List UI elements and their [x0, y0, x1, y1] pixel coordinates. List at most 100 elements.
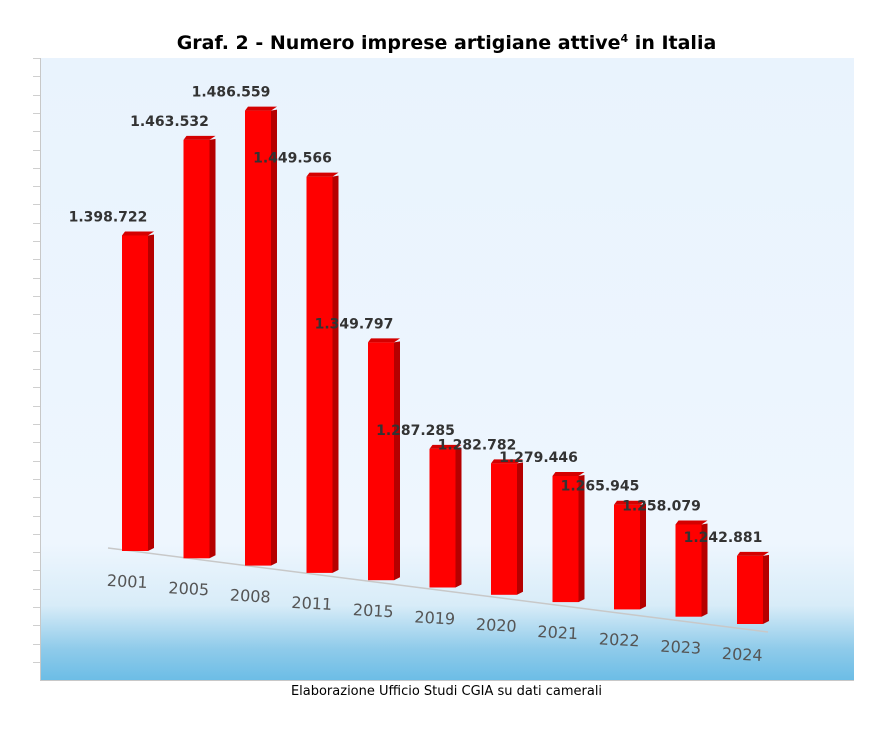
- axis-tick: [33, 277, 40, 279]
- axis-tick: [33, 405, 40, 407]
- value-label: 1.242.881: [684, 530, 763, 546]
- value-label: 1.265.945: [561, 479, 640, 495]
- bar-top: [245, 106, 277, 111]
- axis-tick: [33, 259, 40, 261]
- axis-tick: [33, 442, 40, 444]
- value-label: 1.463.532: [130, 114, 209, 130]
- x-tick-label: 2022: [598, 629, 640, 650]
- x-tick-label: 2008: [229, 586, 271, 607]
- axis-tick: [33, 112, 40, 114]
- bar-2008: [245, 106, 277, 566]
- axis-tick: [33, 350, 40, 352]
- bar-2020: [491, 459, 523, 595]
- axis-tick: [33, 460, 40, 462]
- bar-side: [148, 234, 154, 551]
- bar-top: [675, 520, 708, 525]
- bar-2023: [675, 520, 708, 617]
- bar: [675, 524, 702, 617]
- x-tick-label: 2001: [106, 571, 148, 592]
- bar: [614, 504, 640, 610]
- bar: [122, 235, 148, 551]
- chart-title: Graf. 2 - Numero imprese artigiane attiv…: [0, 32, 893, 54]
- bar-top: [183, 135, 216, 140]
- x-tick-label: 2021: [537, 622, 579, 643]
- value-label: 1.287.285: [376, 423, 455, 439]
- axis-tick: [33, 570, 40, 572]
- value-label: 1.258.079: [622, 498, 701, 514]
- bar-side: [763, 554, 769, 624]
- bar-2015: [368, 338, 400, 581]
- bar-side: [578, 474, 585, 603]
- axis-tick: [33, 94, 40, 96]
- x-tick-label: 2024: [721, 644, 763, 665]
- bar: [491, 463, 517, 595]
- bar: [737, 555, 763, 624]
- bar-2024: [737, 551, 769, 624]
- axis-tick: [33, 222, 40, 224]
- bar-top: [368, 338, 400, 343]
- bar-side: [640, 503, 646, 610]
- bar-top: [614, 500, 646, 505]
- bar-side: [701, 523, 708, 617]
- axis-tick: [33, 607, 40, 608]
- bar: [552, 475, 579, 603]
- chart-title-tail: in Italia: [628, 32, 717, 54]
- bar-top: [429, 444, 462, 449]
- source-caption: Elaborazione Ufficio Studi CGIA su dati …: [290, 684, 603, 699]
- axis-tick: [33, 314, 40, 316]
- axis-tick: [33, 186, 40, 188]
- bar: [183, 139, 210, 559]
- axis-tick: [33, 167, 40, 169]
- bar: [245, 110, 271, 566]
- x-tick-label: 2015: [352, 600, 394, 621]
- axis-tick: [33, 643, 40, 645]
- bar-top: [491, 459, 523, 464]
- bar-2022: [614, 500, 646, 610]
- axis-tick: [33, 424, 40, 425]
- bar-2001: [122, 231, 154, 551]
- axis-tick: [33, 661, 40, 663]
- value-label: 1.279.446: [499, 450, 578, 466]
- x-tick-label: 2019: [414, 607, 456, 628]
- axis-tick: [33, 332, 40, 334]
- axis-tick: [33, 497, 40, 499]
- axis-tick: [33, 295, 40, 297]
- value-label: 1.449.566: [253, 151, 332, 167]
- value-label: 1.282.782: [438, 437, 517, 453]
- bar: [306, 176, 333, 573]
- x-tick-label: 2023: [660, 637, 702, 658]
- value-label: 1.486.559: [192, 85, 271, 101]
- bar-side: [394, 341, 400, 581]
- axis-tick: [33, 204, 40, 206]
- chart-title-footnote: 4: [620, 32, 629, 45]
- bar-side: [455, 447, 462, 588]
- axis-tick: [33, 478, 40, 480]
- bar-side: [209, 138, 216, 559]
- bar-side: [271, 109, 277, 566]
- bar: [368, 342, 394, 581]
- axis-tick: [33, 369, 40, 371]
- axis-tick: [33, 552, 40, 554]
- bar-2005: [183, 135, 216, 559]
- axis-tick: [33, 387, 40, 389]
- axis-tick: [33, 533, 40, 535]
- bar-top: [737, 551, 769, 556]
- axis-tick: [33, 588, 40, 590]
- bar-top: [306, 172, 339, 177]
- axis-tick: [33, 131, 40, 133]
- bar-side: [332, 175, 339, 573]
- bar-top: [552, 471, 585, 476]
- axis-tick: [33, 76, 40, 78]
- axis-ticks: [33, 58, 41, 680]
- bar-2011: [306, 172, 339, 573]
- bar-top: [122, 231, 154, 236]
- value-label: 1.398.722: [69, 209, 148, 225]
- axis-tick: [33, 625, 40, 627]
- bar-side: [517, 462, 523, 595]
- x-tick-label: 2020: [475, 615, 517, 636]
- x-tick-label: 2011: [291, 593, 333, 614]
- axis-tick: [33, 58, 40, 59]
- chart-title-text: Graf. 2 - Numero imprese artigiane attiv…: [176, 32, 621, 54]
- x-tick-label: 2005: [168, 578, 210, 599]
